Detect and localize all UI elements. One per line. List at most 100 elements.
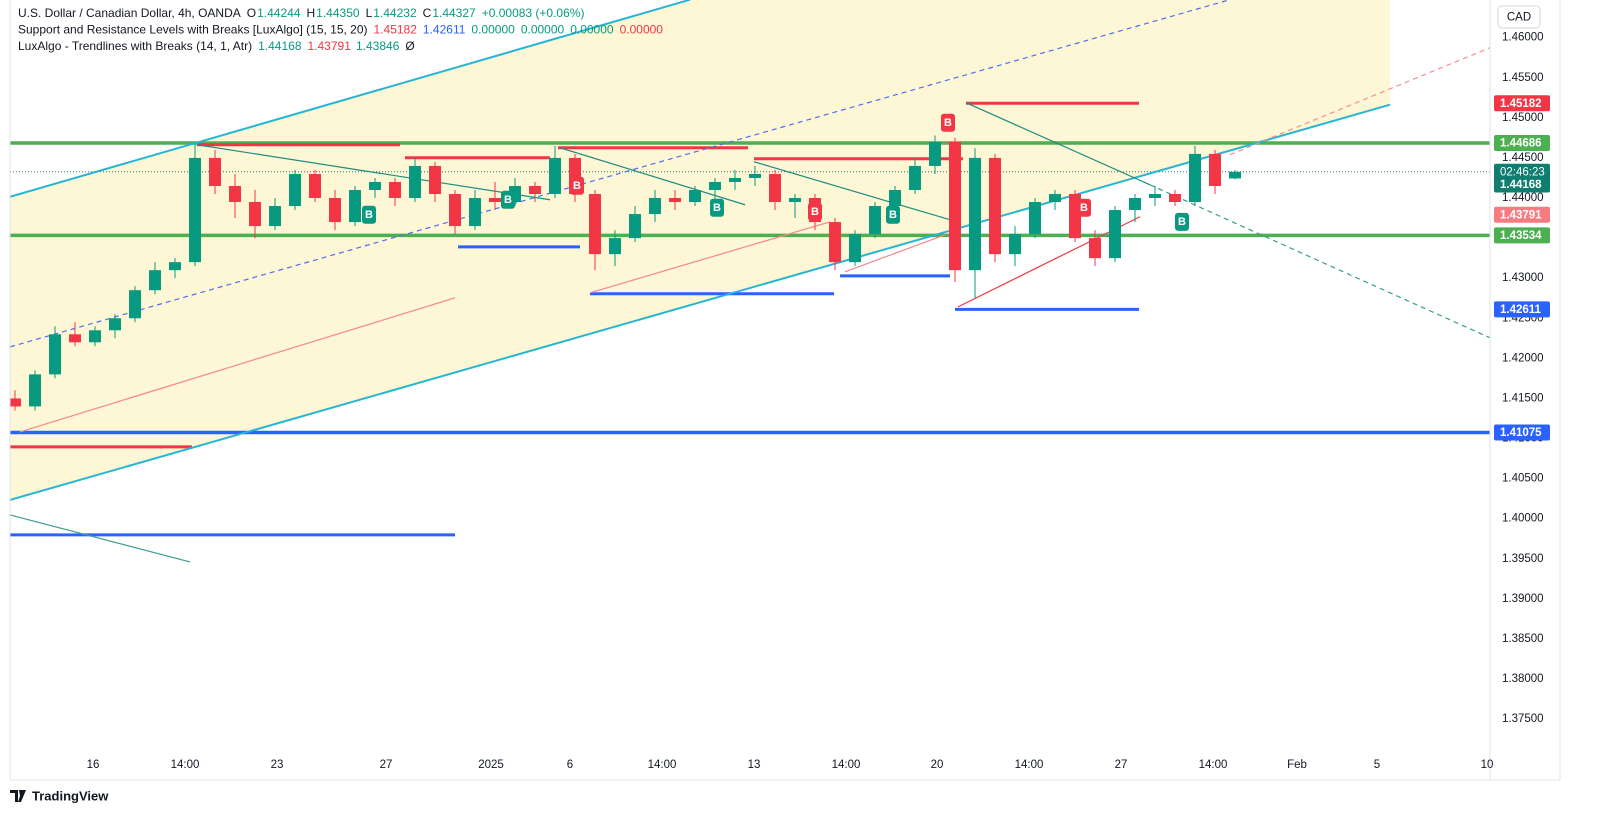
legend-line: Support and Resistance Levels with Break… <box>18 23 663 37</box>
legend-value: 0.00000 <box>620 23 664 37</box>
break-marker <box>1175 212 1189 231</box>
break-marker-label: B <box>811 206 819 218</box>
x-tick-label: 23 <box>271 759 284 771</box>
x-tick-label: 14:00 <box>648 759 677 771</box>
y-tick-label: 1.45500 <box>1502 72 1544 84</box>
trendline <box>196 144 551 201</box>
price-tag-label: 1.44686 <box>1500 138 1542 150</box>
candle-body <box>209 157 221 186</box>
trendline <box>589 221 831 294</box>
candle-body <box>1109 210 1121 259</box>
break-marker-label: B <box>713 202 721 214</box>
legend-value: 0.00000 <box>521 23 565 37</box>
candle-body <box>169 262 181 271</box>
candle-body <box>1169 193 1181 203</box>
break-marker <box>362 205 376 224</box>
break-marker-label: B <box>504 194 512 206</box>
last-price-tag <box>1494 163 1550 180</box>
candle-body <box>649 198 661 215</box>
currency-box[interactable] <box>1497 5 1541 29</box>
trendline <box>559 147 746 206</box>
candle-body <box>989 157 1001 255</box>
legend-value: 1.45182 <box>374 23 418 37</box>
candle-body <box>1209 153 1221 186</box>
break-marker-label: B <box>365 209 373 221</box>
x-tick-label: 6 <box>567 759 573 771</box>
legend-value: 1.44244 <box>257 6 301 20</box>
x-tick-label: 27 <box>380 759 393 771</box>
y-tick-label: 1.38000 <box>1502 673 1544 685</box>
price-tag-label: 1.45182 <box>1500 98 1542 110</box>
candle-body <box>749 173 761 178</box>
legend-value: Ø <box>405 39 414 53</box>
currency: CAD <box>1507 12 1531 24</box>
candle-body <box>1189 153 1201 203</box>
price-tag <box>1494 227 1550 244</box>
price-tag-label: 1.42611 <box>1500 304 1542 316</box>
candle-body <box>1129 198 1141 211</box>
y-tick-label: 1.44500 <box>1502 152 1544 164</box>
legend-value: +0.00083 (+0.06%) <box>482 6 585 20</box>
countdown: 02:46:23 <box>1500 166 1545 178</box>
candle-body <box>309 173 321 199</box>
candle-body <box>1229 171 1241 179</box>
trendline <box>10 514 191 563</box>
price-tag <box>1494 176 1550 193</box>
y-tick-label: 1.43000 <box>1502 272 1544 284</box>
break-marker <box>941 113 955 132</box>
y-tick-label: 1.44000 <box>1502 192 1544 204</box>
candle-body <box>709 181 721 190</box>
candle-body <box>289 173 301 207</box>
y-tick-label: 1.38500 <box>1502 633 1544 645</box>
candle-body <box>369 181 381 190</box>
trendline <box>844 234 946 273</box>
x-tick-label: 14:00 <box>1015 759 1044 771</box>
candle-body <box>789 198 801 203</box>
candle-body <box>889 189 901 207</box>
candle-body <box>89 330 101 343</box>
candle-body <box>969 157 981 271</box>
candle-body <box>249 202 261 227</box>
candle-body <box>1089 238 1101 259</box>
brand-logo[interactable]: TradingView <box>10 788 109 803</box>
y-tick-label: 1.46000 <box>1502 32 1544 44</box>
legend-title: Support and Resistance Levels with Break… <box>18 23 368 37</box>
candle-body <box>10 398 21 407</box>
candle-body <box>129 290 141 319</box>
channel-line <box>10 0 691 198</box>
legend-value: 0.00000 <box>471 23 515 37</box>
legend-value: 0.00000 <box>570 23 614 37</box>
logo-icon <box>10 790 26 802</box>
candle-body <box>229 185 241 203</box>
break-marker <box>808 202 822 221</box>
candle-body <box>689 189 701 203</box>
candle-body <box>29 374 41 407</box>
candle-body <box>329 198 341 223</box>
break-marker-label: B <box>573 180 581 192</box>
legend-key: O <box>247 6 256 20</box>
break-marker-label: B <box>889 209 897 221</box>
legend-key: H <box>307 6 316 20</box>
candle-body <box>949 141 961 271</box>
legend-line: LuxAlgo - Trendlines with Breaks (14, 1,… <box>18 39 415 53</box>
x-tick-label: 13 <box>748 759 761 771</box>
candle-body <box>349 189 361 223</box>
x-tick-label: 2025 <box>478 759 504 771</box>
trendline <box>965 102 1151 186</box>
candle-body <box>469 198 481 227</box>
candle-body <box>869 206 881 235</box>
candle-body <box>829 222 841 263</box>
candle-body <box>489 198 501 203</box>
plot-area: B B B B B B B B B <box>10 0 1490 563</box>
price-tag <box>1494 301 1550 318</box>
price-tag <box>1494 206 1550 223</box>
candle-body <box>49 334 61 375</box>
x-tick-label: 27 <box>1115 759 1128 771</box>
candle-body <box>69 334 81 343</box>
legend-title: LuxAlgo - Trendlines with Breaks (14, 1,… <box>18 39 252 53</box>
legend-key: C <box>423 6 432 20</box>
legend-value: 1.42611 <box>423 23 466 37</box>
legend-value: 1.43791 <box>308 39 352 53</box>
price-tag-label: 1.43791 <box>1500 209 1542 221</box>
